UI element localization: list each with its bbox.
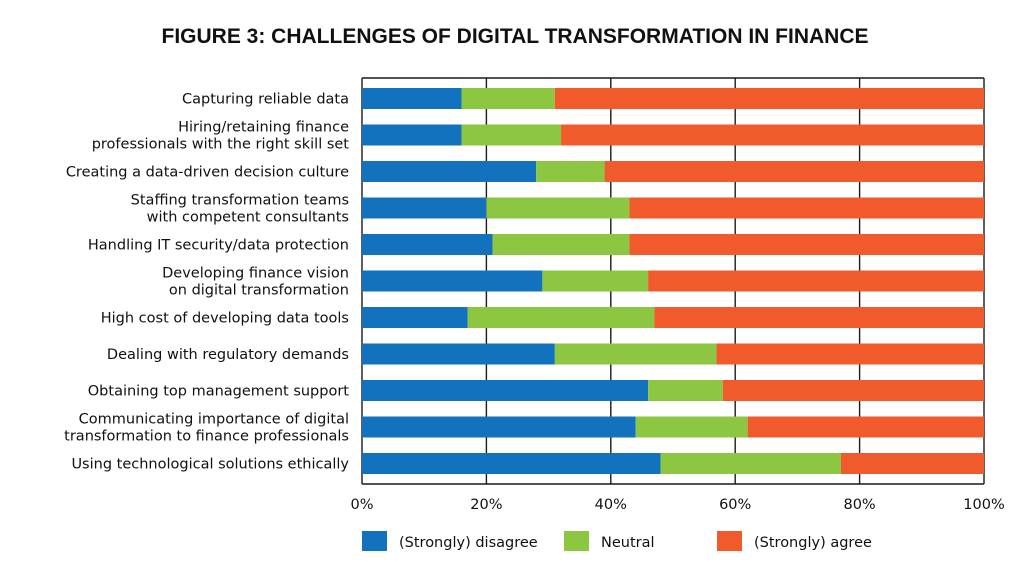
category-label: professionals with the right skill set [92,137,350,153]
x-tick-label: 0% [350,497,373,513]
bar-segment-neutral [648,380,723,401]
bar-segment-disagree [362,307,468,328]
bar-segment-neutral [467,307,655,328]
bar-segment-agree [654,307,984,328]
bar-segment-disagree [362,234,493,255]
bar-segment-disagree [362,124,462,146]
category-label: Dealing with regulatory demands [107,347,349,363]
category-label: Staffing transformation teams [131,193,349,209]
category-label: Using technological solutions ethically [71,457,349,473]
bar-segment-neutral [554,343,717,365]
x-axis-tick-labels: 0% 20% 40% 60% 80% 100% [350,497,1004,513]
category-label: Handling IT security/data protection [88,238,349,254]
bar-segment-agree [840,453,984,474]
bar-segment-agree [629,234,984,255]
bar-segment-agree [554,88,984,109]
bar-segment-disagree [362,343,555,365]
x-tick-label: 20% [470,497,502,513]
legend-label: (Strongly) agree [754,535,872,551]
category-label: Communicating importance of digital [79,412,349,428]
bar-segment-neutral [461,124,562,146]
bar-segment-neutral [660,453,841,474]
bar-segment-neutral [492,234,630,255]
bar-segment-neutral [486,197,630,219]
category-label: Creating a data-driven decision culture [66,165,349,181]
legend-swatch [362,531,387,551]
legend-label: Neutral [601,535,655,551]
x-tick-label: 40% [595,497,627,513]
legend: (Strongly) disagree Neutral (Strongly) agr… [362,531,872,551]
bar-segment-disagree [362,161,537,182]
bar-segment-agree [747,416,984,438]
legend-swatch [564,531,589,551]
bar-segment-neutral [461,88,555,109]
legend-label: (Strongly) disagree [399,535,538,551]
x-tick-label: 100% [963,497,1004,513]
category-label: on digital transformation [169,283,349,299]
bar-segment-disagree [362,416,636,438]
category-label: Hiring/retaining finance [178,120,349,136]
bar-segment-disagree [362,380,649,401]
bar-segment-disagree [362,197,487,219]
bar-segment-agree [716,343,984,365]
bar-segment-disagree [362,270,543,292]
bar-segment-agree [722,380,984,401]
bar-segment-agree [604,161,984,182]
category-label: High cost of developing data tools [101,311,349,327]
bar-segment-agree [561,124,984,146]
chart-title: FIGURE 3: CHALLENGES OF DIGITAL TRANSFOR… [162,25,869,48]
category-label: Capturing reliable data [182,92,349,108]
category-labels: Capturing reliable data Hiring/retaining … [64,92,349,473]
bar-segment-disagree [362,88,462,109]
bar-segment-neutral [536,161,605,182]
x-tick-label: 60% [719,497,751,513]
category-label: with competent consultants [147,210,349,226]
legend-swatch [717,531,742,551]
x-tick-label: 80% [843,497,875,513]
category-label: Obtaining top management support [88,384,350,400]
bar-segment-neutral [542,270,649,292]
bar-segment-neutral [635,416,748,438]
category-label: Developing finance vision [162,266,349,282]
bar-segment-disagree [362,453,661,474]
bars [362,88,984,474]
category-label: transformation to finance professionals [64,429,349,445]
bar-segment-agree [629,197,984,219]
bar-segment-agree [648,270,984,292]
